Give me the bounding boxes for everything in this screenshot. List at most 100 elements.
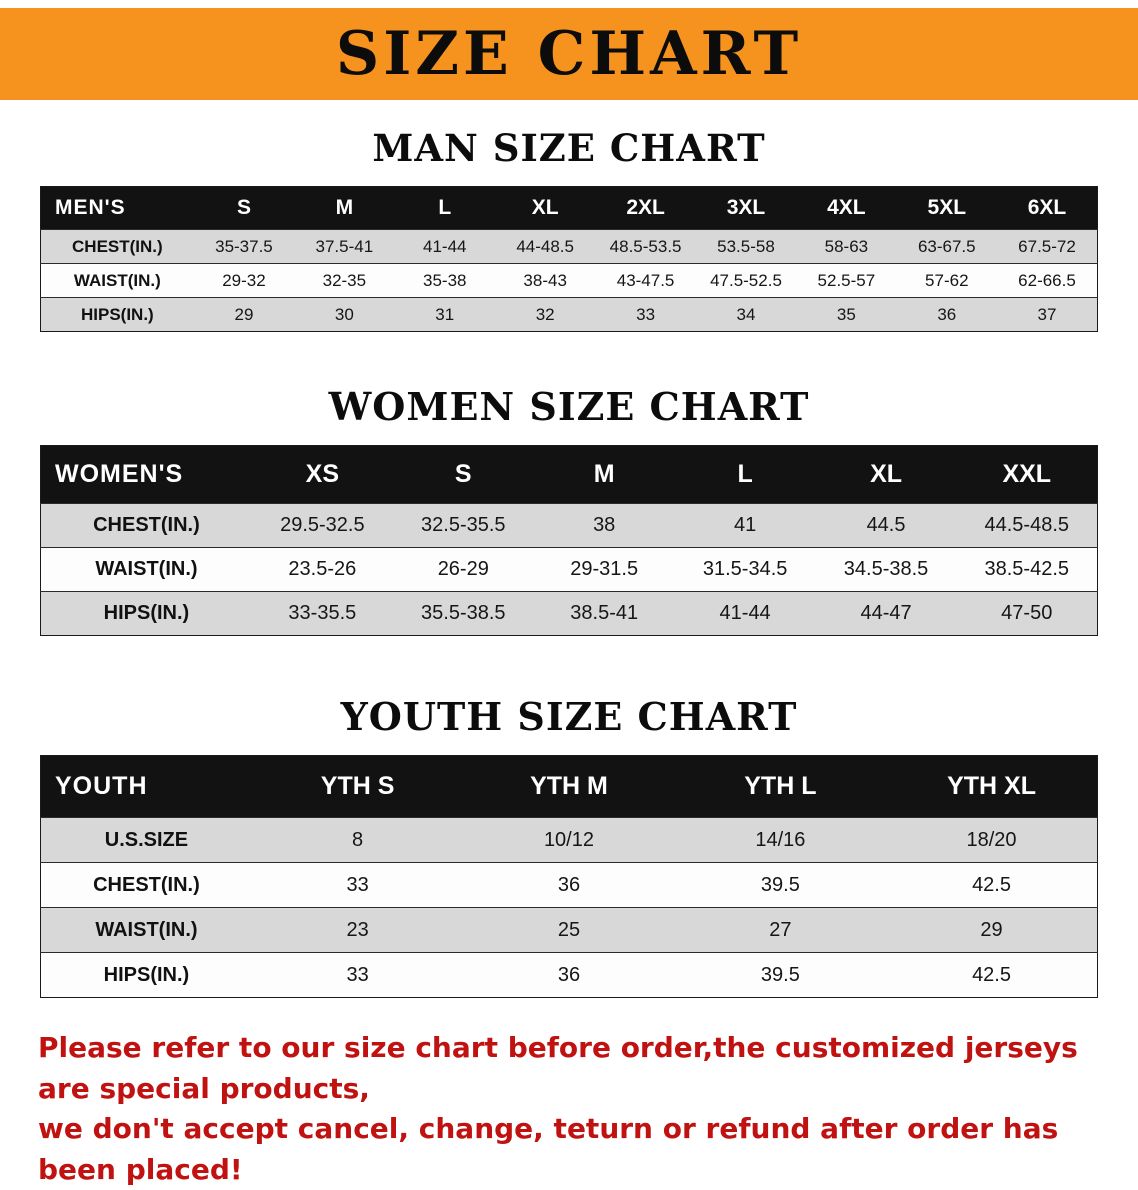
youth-size-table: YOUTH YTH S YTH M YTH L YTH XL U.S.SIZE 8 10/12… [40, 755, 1098, 998]
size-value-cell: 35.5-38.5 [421, 602, 506, 624]
size-value-cell: 37.5-41 [315, 236, 374, 256]
size-column-header: 4XL [827, 196, 866, 219]
size-value-cell: 25 [557, 918, 581, 941]
size-column-header: 2XL [626, 196, 665, 219]
women-section-title: WOMEN SIZE CHART [328, 384, 810, 429]
size-value-cell: 36 [557, 963, 581, 986]
size-column-header: M [335, 196, 354, 219]
size-value-cell: 44-48.5 [516, 236, 574, 256]
section-women: WOMEN SIZE CHART WOMEN'S XS S M L XL XXL CHEST(… [0, 384, 1138, 636]
table-corner-label: YOUTH [55, 772, 148, 800]
measurement-row-label: WAIST(IN.) [95, 558, 198, 580]
measurement-row-label: HIPS(IN.) [103, 963, 190, 986]
measurement-row-label: CHEST(IN.) [72, 236, 163, 256]
size-column-header: XS [305, 460, 340, 488]
size-value-cell: 33 [346, 873, 369, 896]
size-value-cell: 32.5-35.5 [421, 514, 506, 536]
size-value-cell: 57-62 [925, 270, 969, 290]
size-value-cell: 67.5-72 [1018, 236, 1076, 256]
size-value-cell: 44-47 [860, 602, 912, 624]
size-value-cell: 42.5 [972, 873, 1011, 896]
size-value-cell: 38-43 [523, 270, 567, 290]
measurement-row: WAIST(IN.) 29-32 32-35 35-38 38-43 43-47.5 47.… [40, 263, 1098, 298]
measurement-row: HIPS(IN.) 33-35.5 35.5-38.5 38.5-41 41-44 44-… [40, 591, 1098, 636]
size-value-cell: 14/16 [755, 828, 806, 851]
size-value-cell: 23.5-26 [288, 558, 357, 580]
size-column-header: L [438, 196, 452, 219]
size-column-header: YTH M [530, 772, 608, 800]
size-value-cell: 34.5-38.5 [843, 558, 929, 580]
size-column-header: 6XL [1027, 196, 1067, 219]
size-value-cell: 33-35.5 [288, 602, 357, 624]
measurement-row-label: HIPS(IN.) [103, 602, 190, 624]
size-value-cell: 48.5-53.5 [609, 236, 682, 256]
size-value-cell: 42.5 [972, 963, 1011, 986]
size-column-header: S [236, 196, 251, 219]
size-value-cell: 32-35 [322, 270, 367, 290]
size-chart-page: SIZE CHART MAN SIZE CHART MEN'S S M L XL 2XL 3… [0, 8, 1138, 1190]
size-value-cell: 35 [836, 304, 856, 324]
measurement-row: HIPS(IN.) 29 30 31 32 33 34 35 36 37 [40, 297, 1098, 332]
measurement-row-label: WAIST(IN.) [95, 918, 198, 941]
footer-note: Please refer to our size chart before or… [0, 1028, 1138, 1190]
size-value-cell: 26-29 [437, 558, 489, 580]
size-value-cell: 39.5 [760, 963, 800, 986]
measurement-row: CHEST(IN.) 33 36 39.5 42.5 [40, 862, 1098, 908]
size-value-cell: 62-66.5 [1018, 270, 1076, 290]
measurement-row-label: U.S.SIZE [104, 828, 189, 851]
size-column-header: XL [870, 460, 903, 488]
size-value-cell: 41-44 [423, 236, 467, 256]
size-value-cell: 53.5-58 [717, 236, 775, 256]
size-column-header: YTH S [320, 772, 395, 800]
size-value-cell: 35-38 [423, 270, 467, 290]
size-value-cell: 29.5-32.5 [280, 514, 365, 536]
size-value-cell: 47.5-52.5 [710, 270, 782, 290]
size-value-cell: 38.5-42.5 [984, 558, 1069, 580]
youth-section-title: YOUTH SIZE CHART [340, 694, 798, 739]
size-column-header: XL [531, 196, 559, 219]
womens-size-table: WOMEN'S XS S M L XL XXL CHEST(IN.) 29.5-32.5 32.5… [40, 445, 1098, 636]
size-value-cell: 43-47.5 [616, 270, 675, 290]
measurement-row-label: WAIST(IN.) [73, 270, 161, 290]
size-value-cell: 29-32 [222, 270, 266, 290]
size-value-cell: 37 [1037, 304, 1057, 324]
size-column-header: YTH L [744, 772, 817, 800]
size-value-cell: 23 [346, 918, 369, 941]
size-value-cell: 38.5-41 [570, 602, 639, 624]
measurement-row-label: CHEST(IN.) [93, 514, 200, 536]
size-value-cell: 33 [346, 963, 369, 986]
table-header-row: WOMEN'S XS S M L XL XXL [40, 445, 1098, 504]
measurement-row-label: CHEST(IN.) [93, 873, 200, 896]
measurement-row: WAIST(IN.) 23.5-26 26-29 29-31.5 31.5-34.5 34… [40, 547, 1098, 592]
size-value-cell: 41 [733, 514, 757, 536]
measurement-row: HIPS(IN.) 33 36 39.5 42.5 [40, 952, 1098, 998]
men-section-title: MAN SIZE CHART [372, 126, 766, 170]
table-header-row: YOUTH YTH S YTH M YTH L YTH XL [40, 755, 1098, 818]
size-value-cell: 44.5-48.5 [984, 514, 1069, 536]
size-column-header: 5XL [927, 196, 967, 219]
size-value-cell: 38 [593, 514, 616, 536]
size-value-cell: 31 [435, 304, 455, 324]
size-value-cell: 29-31.5 [570, 558, 639, 580]
size-value-cell: 39.5 [760, 873, 800, 896]
mens-size-table: MEN'S S M L XL 2XL 3XL 4XL 5XL 6XL CHEST(IN.) 35-37… [40, 186, 1098, 332]
footer-line-1: Please refer to our size chart before or… [38, 1031, 1078, 1105]
size-value-cell: 47-50 [1001, 602, 1053, 624]
table-corner-label: WOMEN'S [55, 460, 184, 488]
size-value-cell: 63-67.5 [917, 236, 976, 256]
measurement-row: U.S.SIZE 8 10/12 14/16 18/20 [40, 817, 1098, 863]
size-value-cell: 34 [736, 304, 756, 324]
size-value-cell: 30 [334, 304, 354, 324]
section-youth: YOUTH SIZE CHART YOUTH YTH S YTH M YTH L YTH… [0, 694, 1138, 998]
size-value-cell: 52.5-57 [817, 270, 876, 290]
section-men: MAN SIZE CHART MEN'S S M L XL 2XL 3XL 4XL 5XL 6XL… [0, 126, 1138, 332]
size-value-cell: 41-44 [719, 602, 771, 624]
banner: SIZE CHART [0, 8, 1138, 100]
size-value-cell: 18/20 [966, 828, 1017, 851]
size-value-cell: 8 [352, 828, 364, 851]
size-value-cell: 10/12 [543, 828, 594, 851]
size-value-cell: 27 [769, 918, 792, 941]
size-value-cell: 36 [557, 873, 581, 896]
size-value-cell: 35-37.5 [215, 236, 273, 256]
size-column-header: S [454, 460, 472, 488]
